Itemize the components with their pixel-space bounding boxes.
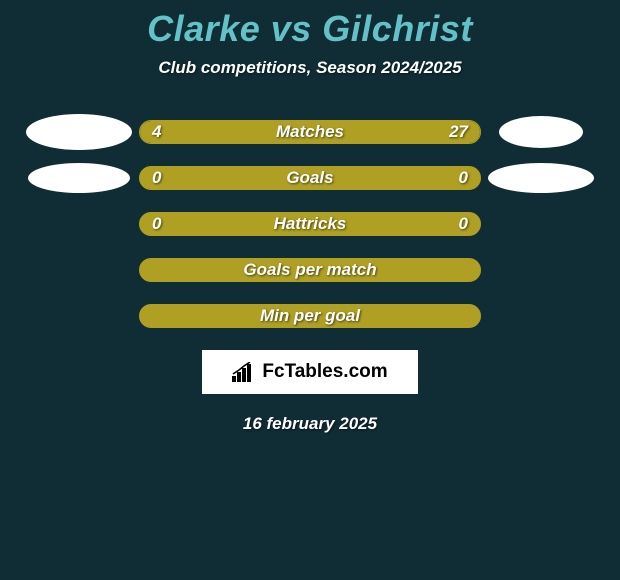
source-logo: FcTables.com <box>202 350 418 394</box>
player-badge-left <box>28 163 130 193</box>
stat-row: Goals per match <box>0 258 620 282</box>
stat-label: Matches <box>276 122 344 142</box>
subtitle: Club competitions, Season 2024/2025 <box>0 58 620 78</box>
bar-fill-left <box>140 121 201 143</box>
stat-label: Min per goal <box>260 306 360 326</box>
stat-value-left: 0 <box>152 214 161 234</box>
badge-slot-left <box>19 114 139 150</box>
stat-row: 0 Hattricks 0 <box>0 212 620 236</box>
infographic-container: Clarke vs Gilchrist Club competitions, S… <box>0 0 620 580</box>
player-badge-right <box>488 163 594 193</box>
chart-icon <box>232 362 256 382</box>
badge-slot-left <box>19 163 139 193</box>
stat-bar: Min per goal <box>139 304 481 328</box>
stat-bar: 4 Matches 27 <box>139 120 481 144</box>
stat-bar: 0 Goals 0 <box>139 166 481 190</box>
stat-row: 4 Matches 27 <box>0 120 620 144</box>
logo-text: FcTables.com <box>262 361 387 383</box>
stat-value-right: 27 <box>449 122 468 142</box>
badge-slot-right <box>481 163 601 193</box>
stat-value-right: 0 <box>459 168 468 188</box>
stat-value-left: 0 <box>152 168 161 188</box>
stat-label: Hattricks <box>274 214 347 234</box>
stat-row: Min per goal <box>0 304 620 328</box>
player-badge-left <box>26 114 132 150</box>
stats-area: 4 Matches 27 0 Goals 0 0 Hattricks 0 Goals per ma… <box>0 120 620 328</box>
stat-value-right: 0 <box>459 214 468 234</box>
stat-row: 0 Goals 0 <box>0 166 620 190</box>
page-title: Clarke vs Gilchrist <box>0 0 620 50</box>
player-badge-right <box>499 116 583 148</box>
stat-bar: 0 Hattricks 0 <box>139 212 481 236</box>
stat-bar: Goals per match <box>139 258 481 282</box>
stat-label: Goals <box>286 168 333 188</box>
date-line: 16 february 2025 <box>0 414 620 434</box>
badge-slot-right <box>481 116 601 148</box>
stat-label: Goals per match <box>243 260 376 280</box>
stat-value-left: 4 <box>152 122 161 142</box>
